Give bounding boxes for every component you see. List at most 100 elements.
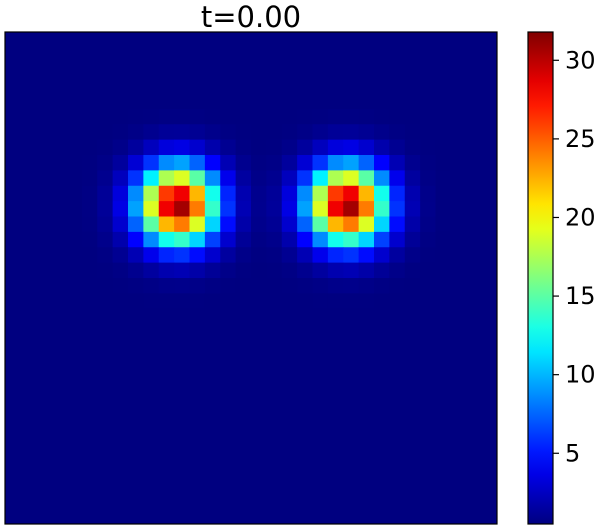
heatmap-cell — [35, 262, 52, 279]
heatmap-cell — [51, 262, 67, 279]
colorbar-frame — [527, 31, 554, 525]
heatmap-cell — [220, 370, 237, 387]
heatmap-cell — [204, 124, 221, 141]
heatmap-cell — [220, 262, 237, 279]
heatmap-cell — [358, 93, 375, 110]
heatmap-cell — [266, 354, 283, 371]
heatmap-cell — [174, 32, 190, 48]
heatmap-cell — [143, 278, 160, 294]
heatmap-cell — [128, 155, 144, 171]
heatmap-cell — [5, 370, 21, 387]
heatmap-cell — [251, 401, 267, 417]
heatmap-cell — [420, 339, 436, 356]
heatmap-cell — [466, 231, 483, 248]
heatmap-cell — [158, 78, 175, 94]
heatmap-cell — [204, 477, 221, 494]
heatmap-cell — [466, 493, 483, 510]
heatmap-cell — [128, 278, 144, 294]
heatmap-cell — [220, 62, 237, 79]
heatmap-cell — [204, 462, 221, 479]
heatmap-cell — [420, 124, 436, 141]
heatmap-cell — [5, 124, 21, 141]
heatmap-cell — [343, 108, 360, 125]
heatmap-cell — [374, 401, 390, 417]
heatmap-cell — [5, 93, 21, 110]
heatmap-cell — [81, 108, 98, 125]
heatmap-cell — [204, 401, 221, 417]
heatmap-cell — [235, 185, 252, 202]
heatmap-cell — [143, 354, 160, 371]
heatmap-cell — [51, 293, 67, 310]
heatmap-cell — [220, 108, 237, 125]
heatmap-cell — [189, 401, 206, 417]
heatmap-cell — [266, 247, 283, 264]
heatmap-cell — [343, 93, 360, 110]
heatmap-cell — [420, 508, 436, 525]
heatmap-cell — [97, 278, 114, 294]
heatmap-cell — [35, 354, 52, 371]
heatmap-cell — [450, 139, 467, 156]
heatmap-cell — [481, 62, 498, 79]
heatmap-cell — [204, 231, 221, 248]
heatmap-cell — [204, 385, 221, 402]
heatmap-cell — [66, 32, 83, 48]
heatmap-cell — [281, 477, 298, 494]
heatmap-cell — [466, 339, 483, 356]
heatmap-cell — [35, 155, 52, 171]
heatmap-cell — [174, 278, 190, 294]
heatmap-cell — [112, 431, 129, 448]
heatmap-cell — [374, 447, 390, 463]
heatmap-cell — [435, 78, 452, 94]
heatmap-cell — [251, 201, 267, 217]
heatmap-cell — [204, 339, 221, 356]
heatmap-cell — [112, 78, 129, 94]
heatmap-cell — [235, 216, 252, 233]
heatmap-cell — [266, 47, 283, 64]
heatmap-cell — [112, 185, 129, 202]
heatmap-cell — [66, 247, 83, 264]
heatmap-cell — [435, 493, 452, 510]
heatmap-cell — [404, 339, 421, 356]
heatmap-cell — [297, 370, 313, 387]
heatmap-cell — [204, 293, 221, 310]
heatmap-cell — [20, 447, 37, 463]
heatmap-cell — [435, 431, 452, 448]
heatmap-cell — [174, 216, 190, 233]
heatmap-cell — [97, 170, 114, 187]
heatmap-cell — [312, 293, 329, 310]
heatmap-cell — [481, 262, 498, 279]
heatmap-cell — [343, 62, 360, 79]
heatmap-cell — [112, 32, 129, 48]
heatmap-cell — [66, 201, 83, 217]
heatmap-cell — [312, 339, 329, 356]
heatmap-cell — [435, 185, 452, 202]
heatmap-cell — [128, 308, 144, 325]
heatmap-cell — [481, 447, 498, 463]
heatmap-cell — [81, 93, 98, 110]
heatmap-cell — [358, 447, 375, 463]
heatmap-cell — [51, 339, 67, 356]
heatmap-cell — [5, 477, 21, 494]
heatmap-cell — [420, 216, 436, 233]
heatmap-cell — [51, 47, 67, 64]
heatmap-cell — [297, 47, 313, 64]
heatmap-cell — [220, 431, 237, 448]
heatmap-cell — [297, 477, 313, 494]
heatmap-cell — [466, 185, 483, 202]
heatmap-cell — [189, 508, 206, 525]
heatmap-cell — [343, 231, 360, 248]
heatmap-cell — [204, 62, 221, 79]
heatmap-cell — [404, 324, 421, 340]
heatmap-cell — [389, 262, 406, 279]
heatmap-cell — [20, 262, 37, 279]
heatmap-cell — [450, 508, 467, 525]
heatmap-cell — [343, 493, 360, 510]
heatmap-cell — [5, 493, 21, 510]
heatmap-cell — [128, 185, 144, 202]
heatmap-cell — [174, 493, 190, 510]
heatmap-cell — [35, 493, 52, 510]
heatmap-cell — [158, 416, 175, 433]
heatmap-cell — [450, 339, 467, 356]
heatmap-cell — [435, 385, 452, 402]
heatmap-cell — [389, 124, 406, 141]
